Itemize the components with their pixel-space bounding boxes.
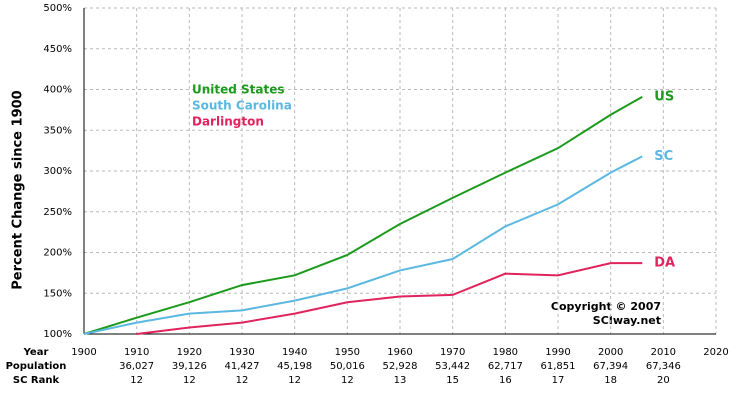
population: 36,027 [119,361,154,372]
y-tick-label: 100% [43,329,72,340]
series-end-label: DA [654,256,675,271]
x-tick-label: 1970 [440,347,465,358]
x-tick-label: 1960 [387,347,412,358]
population: 61,851 [541,361,576,372]
legend-entry: United States [192,83,285,97]
sc-rank: 12 [236,375,249,386]
population: 39,126 [172,361,207,372]
sc-rank: 15 [446,375,459,386]
sc-rank: 12 [130,375,143,386]
sc-rank: 13 [394,375,407,386]
sc-rank: 16 [499,375,512,386]
sc-rank: 20 [657,375,670,386]
x-tick-label: 2010 [651,347,676,358]
population: 45,198 [277,361,312,372]
y-tick-label: 150% [43,288,72,299]
sc-rank: 18 [604,375,617,386]
series-line [83,95,643,335]
legend-entry: Darlington [192,115,264,129]
series-end-label: US [654,89,674,104]
annotation: Copyright © 2007 [551,300,661,313]
x-tick-label: 1950 [335,347,360,358]
sc-rank: 17 [552,375,565,386]
row-label: Year [23,347,49,358]
population: 53,442 [435,361,470,372]
x-tick-label: 1940 [282,347,307,358]
population: 67,394 [593,361,628,372]
x-tick-label: 1930 [229,347,254,358]
x-tick-label: 1920 [177,347,202,358]
x-tick-label: 1900 [71,347,96,358]
y-axis-label: Percent Change since 1900 [11,90,26,289]
x-tick-label: 1980 [493,347,518,358]
sc-rank: 12 [183,375,196,386]
y-tick-label: 200% [43,248,72,259]
y-tick-label: 400% [43,85,72,96]
sc-rank: 12 [288,375,301,386]
y-tick-label: 450% [43,44,72,55]
annotation: SCIway.net [593,314,661,327]
y-tick-label: 350% [43,125,72,136]
series-end-label: SC [654,149,673,164]
population: 50,016 [330,361,365,372]
series-line [83,155,643,335]
row-label: SC Rank [13,375,60,386]
x-tick-label: 1910 [124,347,149,358]
population: 67,346 [646,361,681,372]
x-tick-label: 2000 [598,347,623,358]
legend-entry: South Carolina [192,99,292,113]
population: 52,928 [383,361,418,372]
x-tick-label: 2020 [703,347,728,358]
row-label: Population [6,361,67,372]
x-tick-label: 1990 [545,347,570,358]
sc-rank: 12 [341,375,354,386]
y-tick-label: 300% [43,166,72,177]
y-tick-label: 250% [43,207,72,218]
series-line [136,262,643,335]
population: 41,427 [225,361,260,372]
population: 62,717 [488,361,523,372]
y-tick-label: 500% [43,3,72,14]
